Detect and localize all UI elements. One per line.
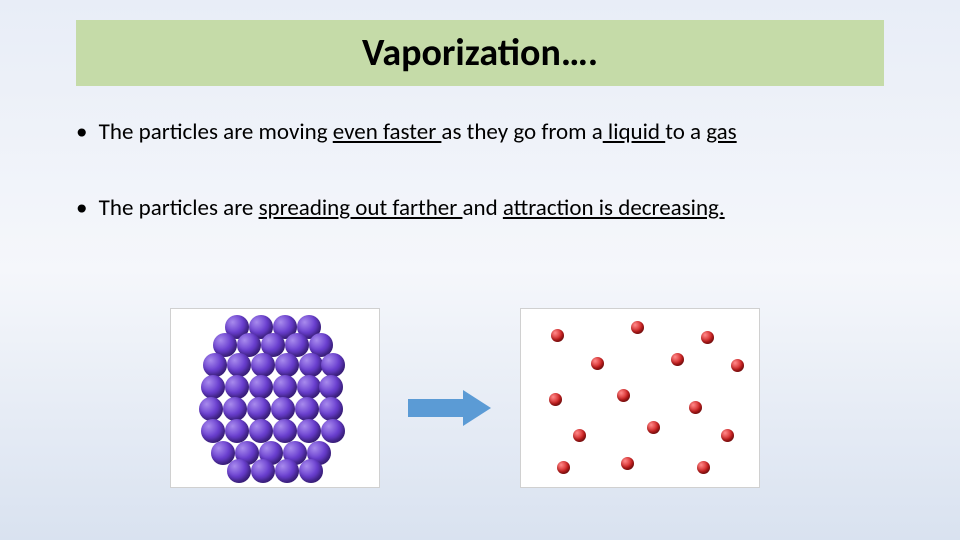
gas-particle — [573, 429, 586, 442]
gas-particle — [549, 393, 562, 406]
gas-panel — [520, 308, 760, 488]
bullet-text: The particles are — [99, 194, 259, 222]
liquid-particle — [251, 353, 275, 377]
gas-particle — [557, 461, 570, 474]
bullet-text: as they go from a — [441, 118, 602, 146]
liquid-particle — [321, 353, 345, 377]
bullet-underline: gas — [706, 118, 736, 146]
liquid-particle — [225, 375, 249, 399]
bullet-dot: • — [76, 194, 87, 222]
liquid-particle — [297, 419, 321, 443]
bullet-dot: • — [76, 118, 87, 146]
liquid-particle — [271, 397, 295, 421]
gas-particle — [731, 359, 744, 372]
liquid-particle — [275, 353, 299, 377]
bullet-text: to a — [665, 118, 706, 146]
gas-particle — [631, 321, 644, 334]
diagram — [170, 300, 790, 500]
gas-particle — [721, 429, 734, 442]
liquid-particle — [273, 375, 297, 399]
liquid-particle — [297, 375, 321, 399]
title-box: Vaporization…. — [76, 20, 884, 86]
bullet-2: • The particles are spreading out farthe… — [76, 192, 896, 224]
liquid-particle — [199, 397, 223, 421]
bullet-text: The particles are moving — [99, 118, 333, 146]
liquid-particle — [223, 397, 247, 421]
liquid-particle — [227, 353, 251, 377]
liquid-particle — [203, 353, 227, 377]
liquid-particle — [201, 419, 225, 443]
bullet-underline: spreading out farther — [259, 194, 463, 222]
gas-particle — [551, 329, 564, 342]
liquid-particle — [319, 397, 343, 421]
liquid-particle — [275, 459, 299, 483]
gas-particle — [671, 353, 684, 366]
liquid-panel — [170, 308, 380, 488]
liquid-particle — [299, 353, 323, 377]
gas-particle — [697, 461, 710, 474]
gas-particle — [689, 401, 702, 414]
liquid-particle — [227, 459, 251, 483]
arrow-icon — [408, 390, 493, 426]
bullet-list: • The particles are moving even faster a… — [76, 116, 896, 268]
liquid-particle — [299, 459, 323, 483]
gas-particle — [617, 389, 630, 402]
liquid-particle — [295, 397, 319, 421]
bullet-1: • The particles are moving even faster a… — [76, 116, 896, 148]
bullet-underline: attraction is decreasing. — [503, 194, 725, 222]
liquid-particle — [249, 375, 273, 399]
liquid-particle — [251, 459, 275, 483]
gas-particle — [621, 457, 634, 470]
liquid-particle — [273, 419, 297, 443]
bullet-underline: liquid — [603, 118, 666, 146]
arrow-body — [408, 399, 463, 417]
liquid-particle — [321, 419, 345, 443]
gas-particle — [647, 421, 660, 434]
gas-particle — [701, 331, 714, 344]
liquid-particle — [225, 419, 249, 443]
gas-particle — [591, 357, 604, 370]
slide-title: Vaporization…. — [362, 30, 598, 76]
bullet-text: and — [462, 194, 502, 222]
liquid-particle — [201, 375, 225, 399]
liquid-particle — [247, 397, 271, 421]
arrow-head — [463, 390, 491, 426]
liquid-particle — [319, 375, 343, 399]
bullet-underline: even faster — [333, 118, 442, 146]
liquid-particle — [249, 419, 273, 443]
